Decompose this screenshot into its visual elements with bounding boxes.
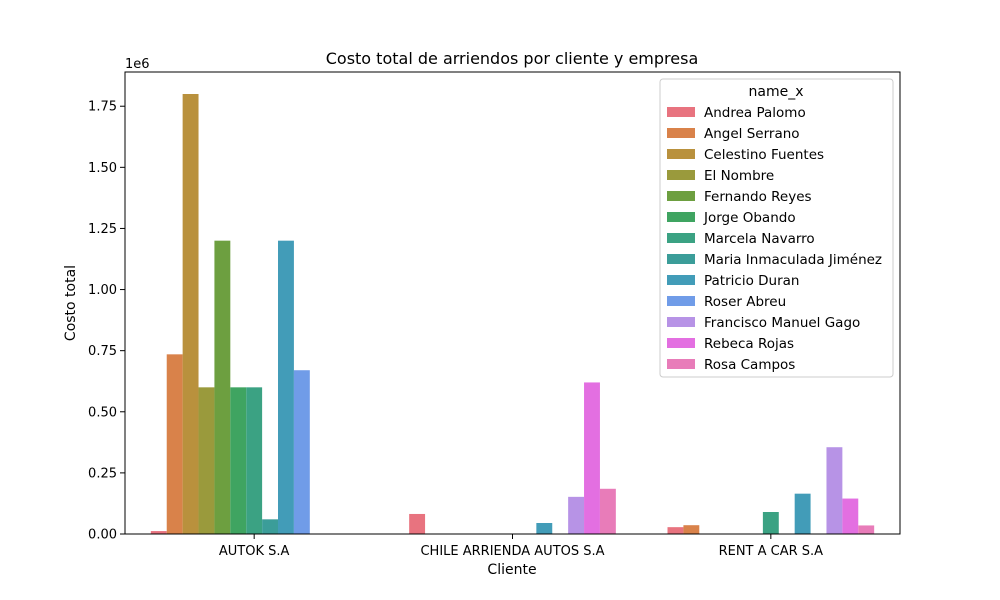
legend-items: Andrea Palomo Angel Serrano Celestino Fuen… [667,105,882,373]
legend-label: Celestino Fuentes [704,147,824,163]
bar-fernando-reyes-0 [214,240,231,535]
legend-label: Francisco Manuel Gago [704,315,860,331]
bar-marcela-navarro-0 [246,387,263,534]
x-axis: AUTOK S.A CHILE ARRIENDA AUTOS S.A RENT A … [219,534,823,559]
legend-swatch [667,212,695,222]
legend-swatch [667,149,695,159]
y-tick-label: 0.00 [88,528,117,543]
legend-swatch [667,233,695,243]
bar-andrea-palomo-2 [667,527,684,534]
legend-title: name_x [749,84,804,100]
bars-layer [150,94,875,535]
bar-angel-serrano-2 [683,525,700,534]
bar-patricio-duran-1 [536,523,553,534]
legend: name_x Andrea Palomo Angel Serrano Celesti… [659,78,894,378]
legend-swatch [667,359,695,369]
bar-rosa-campos-1 [599,488,616,534]
bar-jorge-obando-0 [230,387,247,534]
bar-rebeca-rojas-1 [584,382,600,534]
legend-label: Patricio Duran [704,273,799,289]
bar-celestino-fuentes-0 [182,94,199,534]
bar-rebeca-rojas-2 [842,498,859,534]
y-tick-label: 1.25 [88,222,117,237]
bar-patricio-duran-0 [278,240,294,535]
chart-title: Costo total de arriendos por cliente y e… [326,49,699,68]
legend-label: Fernando Reyes [704,189,812,205]
legend-swatch [667,128,695,138]
legend-swatch [667,317,695,327]
legend-swatch [667,170,695,180]
x-tick-label: RENT A CAR S.A [719,544,824,559]
legend-label: Rosa Campos [704,357,795,373]
legend-swatch [667,254,695,264]
bar-roser-abreu-0 [293,370,310,534]
legend-label: Jorge Obando [703,210,796,226]
bar-el-nombre-0 [198,387,215,534]
y-tick-label: 0.50 [88,405,117,420]
y-tick-label: 1.50 [88,161,117,176]
x-axis-label: Cliente [487,562,536,578]
legend-label: El Nombre [704,168,774,184]
legend-label: Rebeca Rojas [704,336,794,352]
legend-swatch [667,338,695,348]
bar-andrea-palomo-1 [409,513,426,534]
y-tick-label: 1.75 [88,100,117,115]
x-tick-label: AUTOK S.A [219,544,290,559]
y-tick-label: 1.00 [88,283,117,298]
y-axis: 0.00 0.25 0.50 0.75 1.00 1.25 1.50 1.75 [88,100,125,543]
y-scale-offset-label: 1e6 [125,57,150,72]
bar-andrea-palomo-0 [150,531,167,534]
bar-francisco-manuel-gago-2 [826,447,843,534]
bar-marcela-navarro-2 [762,512,779,534]
legend-box [659,78,894,378]
bar-patricio-duran-2 [794,493,811,534]
bar-maria-inmaculada-jim-nez-0 [262,519,279,534]
legend-label: Roser Abreu [704,294,786,310]
legend-swatch [667,275,695,285]
legend-label: Andrea Palomo [704,105,806,121]
legend-swatch [667,107,695,117]
y-axis-label: Costo total [63,265,79,341]
legend-label: Maria Inmaculada Jiménez [704,252,882,268]
y-tick-label: 0.75 [88,344,117,359]
legend-label: Marcela Navarro [704,231,815,247]
bar-francisco-manuel-gago-1 [568,496,585,534]
x-tick-label: CHILE ARRIENDA AUTOS S.A [420,544,604,559]
legend-label: Angel Serrano [704,126,800,142]
y-tick-label: 0.25 [88,466,117,481]
bar-angel-serrano-0 [166,354,183,534]
legend-swatch [667,191,695,201]
legend-swatch [667,296,695,306]
bar-rosa-campos-2 [858,525,875,534]
